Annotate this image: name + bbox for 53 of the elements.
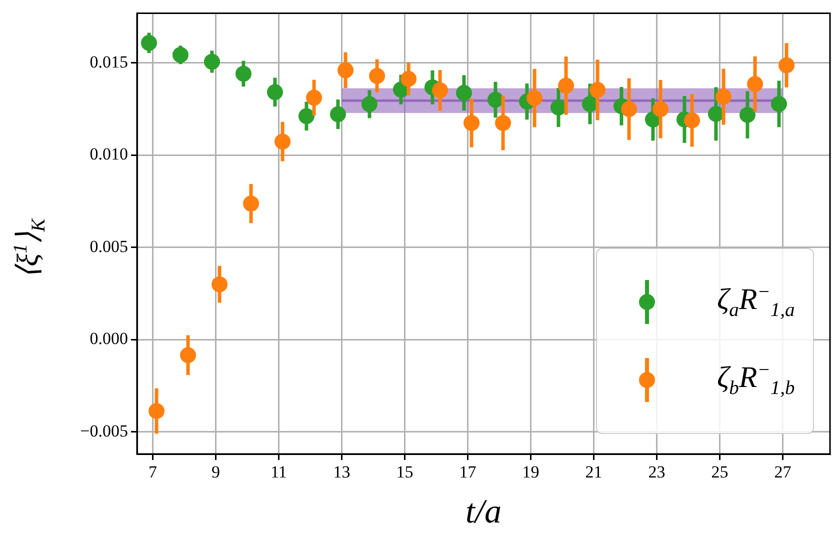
x-tick-label: 9 [212,462,220,482]
point [204,54,220,70]
point [432,82,448,98]
point [495,114,512,131]
point [716,88,732,105]
point [298,108,314,124]
point [778,57,795,74]
x-axis-title: t/a [466,494,502,531]
x-tick-label: 19 [522,462,540,482]
y-tick-label: 0.015 [90,52,128,72]
point [180,347,196,364]
x-tick-label: 15 [396,462,414,482]
point [550,99,566,116]
point [172,46,188,63]
point [212,276,228,292]
point [330,106,346,122]
point [235,66,252,82]
y-tick-label: 0.010 [90,144,128,164]
point [652,101,669,118]
point [148,403,165,420]
point [621,101,638,118]
y-tick-label: 0.005 [90,236,128,256]
point [526,90,543,106]
point [684,112,700,128]
point [361,96,378,112]
x-tick-label: 11 [270,462,287,482]
x-tick-label: 25 [711,462,728,482]
x-tick-label: 21 [585,462,602,482]
point [770,96,787,112]
point [582,96,598,112]
point [306,90,322,106]
point [400,70,417,87]
point [590,82,606,98]
point [708,106,724,122]
point [747,76,764,92]
point [243,196,260,212]
y-tick-label: 0.000 [90,329,128,348]
point [739,106,756,123]
point [274,134,291,150]
x-tick-label: 17 [459,462,477,482]
point [487,92,504,108]
point [456,84,472,101]
y-tick-label: −0.005 [80,421,128,440]
point [338,62,354,78]
point [369,68,386,84]
point [464,114,480,131]
x-tick-label: 13 [333,462,350,482]
x-tick-label: 27 [774,462,792,482]
point [558,78,574,94]
x-tick-label: 7 [148,462,158,482]
point [140,34,157,51]
x-tick-label: 23 [648,462,666,482]
point [266,84,283,100]
